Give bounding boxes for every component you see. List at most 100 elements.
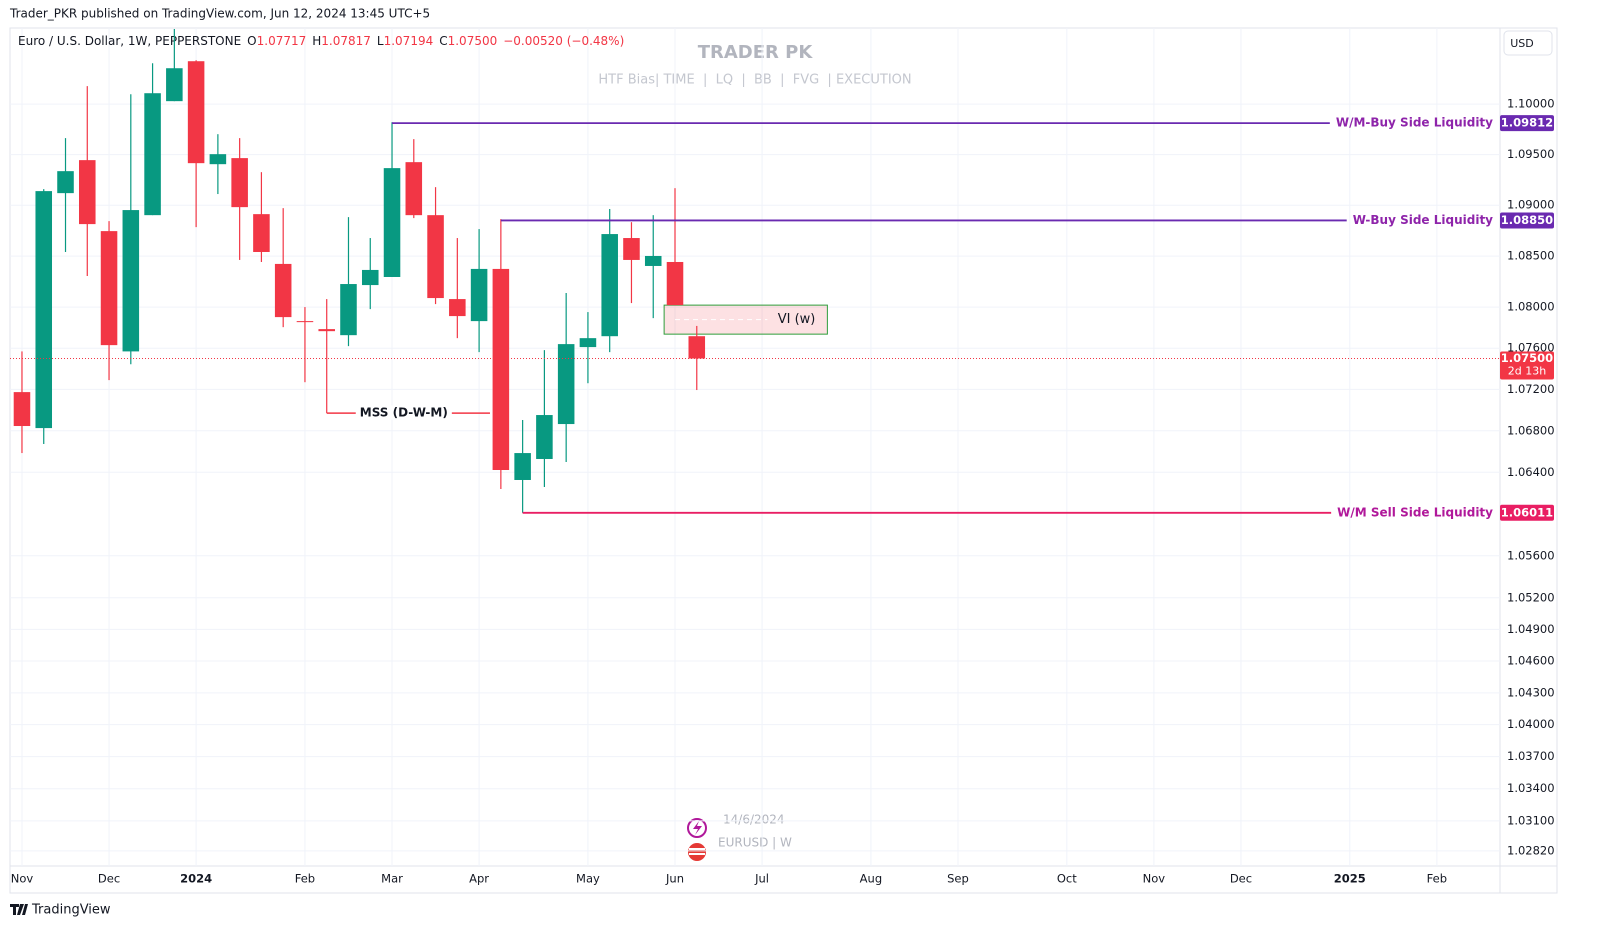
y-tick-label: 1.03100: [1507, 813, 1555, 827]
icon-bolt-glyph: [693, 821, 702, 835]
y-tick-label: 1.04600: [1507, 654, 1555, 668]
y-tick-label: 1.07600: [1507, 341, 1555, 355]
y-tick-label: 1.03400: [1507, 781, 1555, 795]
candle-body: [187, 61, 205, 164]
published-note: Trader_PKR published on TradingView.com,…: [9, 7, 430, 21]
y-tick-label: 1.10000: [1507, 97, 1555, 111]
grid: [10, 28, 1500, 866]
level-name: W/M-Buy Side Liquidity: [1336, 116, 1493, 130]
ohlc-header: Euro / U.S. Dollar, 1W, PEPPERSTONE O1.07…: [18, 34, 624, 48]
level-price-box: [1500, 504, 1554, 521]
footer-date: 14/6/2024: [723, 813, 785, 827]
candle-body: [274, 263, 292, 318]
y-tick-label: 1.06400: [1507, 465, 1555, 479]
x-tick-label: Jun: [665, 872, 684, 886]
y-tick-label: 1.02820: [1507, 843, 1555, 857]
candle-body: [79, 160, 96, 225]
candle-body: [666, 261, 684, 306]
ohlc-value: 1.07817: [321, 34, 371, 48]
current-price-box: [1500, 351, 1554, 380]
x-tick-label: Oct: [1057, 872, 1077, 886]
level-price-label: 1.08850: [1501, 213, 1553, 227]
y-tick-label: 1.09500: [1507, 147, 1555, 161]
candle-body: [100, 231, 118, 346]
candle-body: [449, 299, 466, 317]
x-tick-label: Mar: [381, 872, 403, 886]
x-tick-label: Dec: [98, 872, 120, 886]
mss-label: MSS (D-W-M): [360, 406, 448, 420]
x-tick-label: Nov: [11, 872, 34, 886]
level-price-box: [1500, 115, 1554, 132]
vi-label: VI (w): [778, 312, 816, 327]
y-tick-label: 1.04300: [1507, 685, 1555, 699]
candle-body: [253, 214, 270, 252]
candle-body: [340, 284, 357, 336]
ohlc-value: 1.07194: [384, 34, 434, 48]
x-tick-label: Aug: [860, 872, 882, 886]
candle-body: [144, 93, 161, 216]
y-tick-label: 1.04000: [1507, 717, 1555, 731]
x-tick-label: Feb: [295, 872, 315, 886]
y-tick-label: 1.08500: [1507, 249, 1555, 263]
x-tick-label: May: [576, 872, 600, 886]
level-name: W-Buy Side Liquidity: [1353, 213, 1493, 227]
countdown: 2d 13h: [1508, 365, 1546, 378]
y-tick-label: 1.04900: [1507, 622, 1555, 636]
ohlc-key: C: [439, 34, 447, 48]
y-tick-label: 1.09000: [1507, 198, 1555, 212]
x-tick-label: Nov: [1143, 872, 1166, 886]
candle-body: [536, 415, 553, 459]
currency-button[interactable]: [1503, 30, 1553, 56]
vi-box: [663, 304, 828, 335]
x-tick-label: Sep: [947, 872, 969, 886]
candle-body: [688, 336, 706, 359]
y-tick-label: 1.05200: [1507, 590, 1555, 604]
x-tick-label: 2024: [180, 872, 212, 886]
level-name: W/M Sell Side Liquidity: [1337, 505, 1493, 519]
subtitle: HTF Bias| TIME | LQ | BB | FVG | EXECUTI…: [598, 73, 911, 88]
x-tick-label: Feb: [1427, 872, 1447, 886]
ohlc-key: L: [377, 34, 384, 48]
footer-symbol: EURUSD | W: [718, 836, 792, 850]
current-price-label: 1.07500: [1501, 351, 1553, 365]
candle-body: [361, 269, 379, 286]
ohlc-value: 1.07500: [448, 34, 498, 48]
candle-body: [122, 210, 140, 352]
candle-body: [579, 338, 597, 348]
level-price-box: [1500, 212, 1554, 229]
candle-body: [318, 329, 335, 332]
symbol-title: Euro / U.S. Dollar, 1W, PEPPERSTONE: [18, 34, 241, 48]
chart-frame: [9, 27, 1558, 894]
candle-body: [557, 344, 575, 425]
icon-flag-stripe: [689, 848, 705, 850]
icon-flag-stripe: [689, 853, 705, 855]
candle-body: [623, 238, 640, 260]
candle-body: [209, 154, 227, 165]
y-tick-label: 1.06800: [1507, 423, 1555, 437]
y-tick-label: 1.08000: [1507, 300, 1555, 314]
candle-body: [601, 234, 618, 337]
ohlc-key: H: [312, 34, 321, 48]
candle-body: [35, 191, 53, 429]
ohlc-key: O: [247, 34, 256, 48]
y-tick-label: 1.07200: [1507, 382, 1555, 396]
candle-body: [296, 321, 314, 323]
x-tick-label: 2025: [1334, 872, 1366, 886]
candle-body: [644, 255, 662, 266]
x-tick-label: Dec: [1230, 872, 1252, 886]
candle-body: [13, 392, 31, 427]
icon-flag: [688, 843, 706, 861]
candle-body: [492, 268, 510, 471]
candle-body: [57, 171, 74, 194]
candle-body: [166, 68, 183, 102]
level-price-label: 1.09812: [1501, 116, 1553, 130]
candle-body: [383, 168, 401, 277]
x-tick-label: Apr: [469, 872, 489, 886]
ohlc-change: −0.00520 (−0.48%): [503, 34, 624, 48]
watermark: TRADER PK: [698, 42, 814, 63]
ohlc-value: 1.07717: [257, 34, 307, 48]
level-price-label: 1.06011: [1501, 505, 1553, 519]
currency: USD: [1510, 37, 1534, 50]
